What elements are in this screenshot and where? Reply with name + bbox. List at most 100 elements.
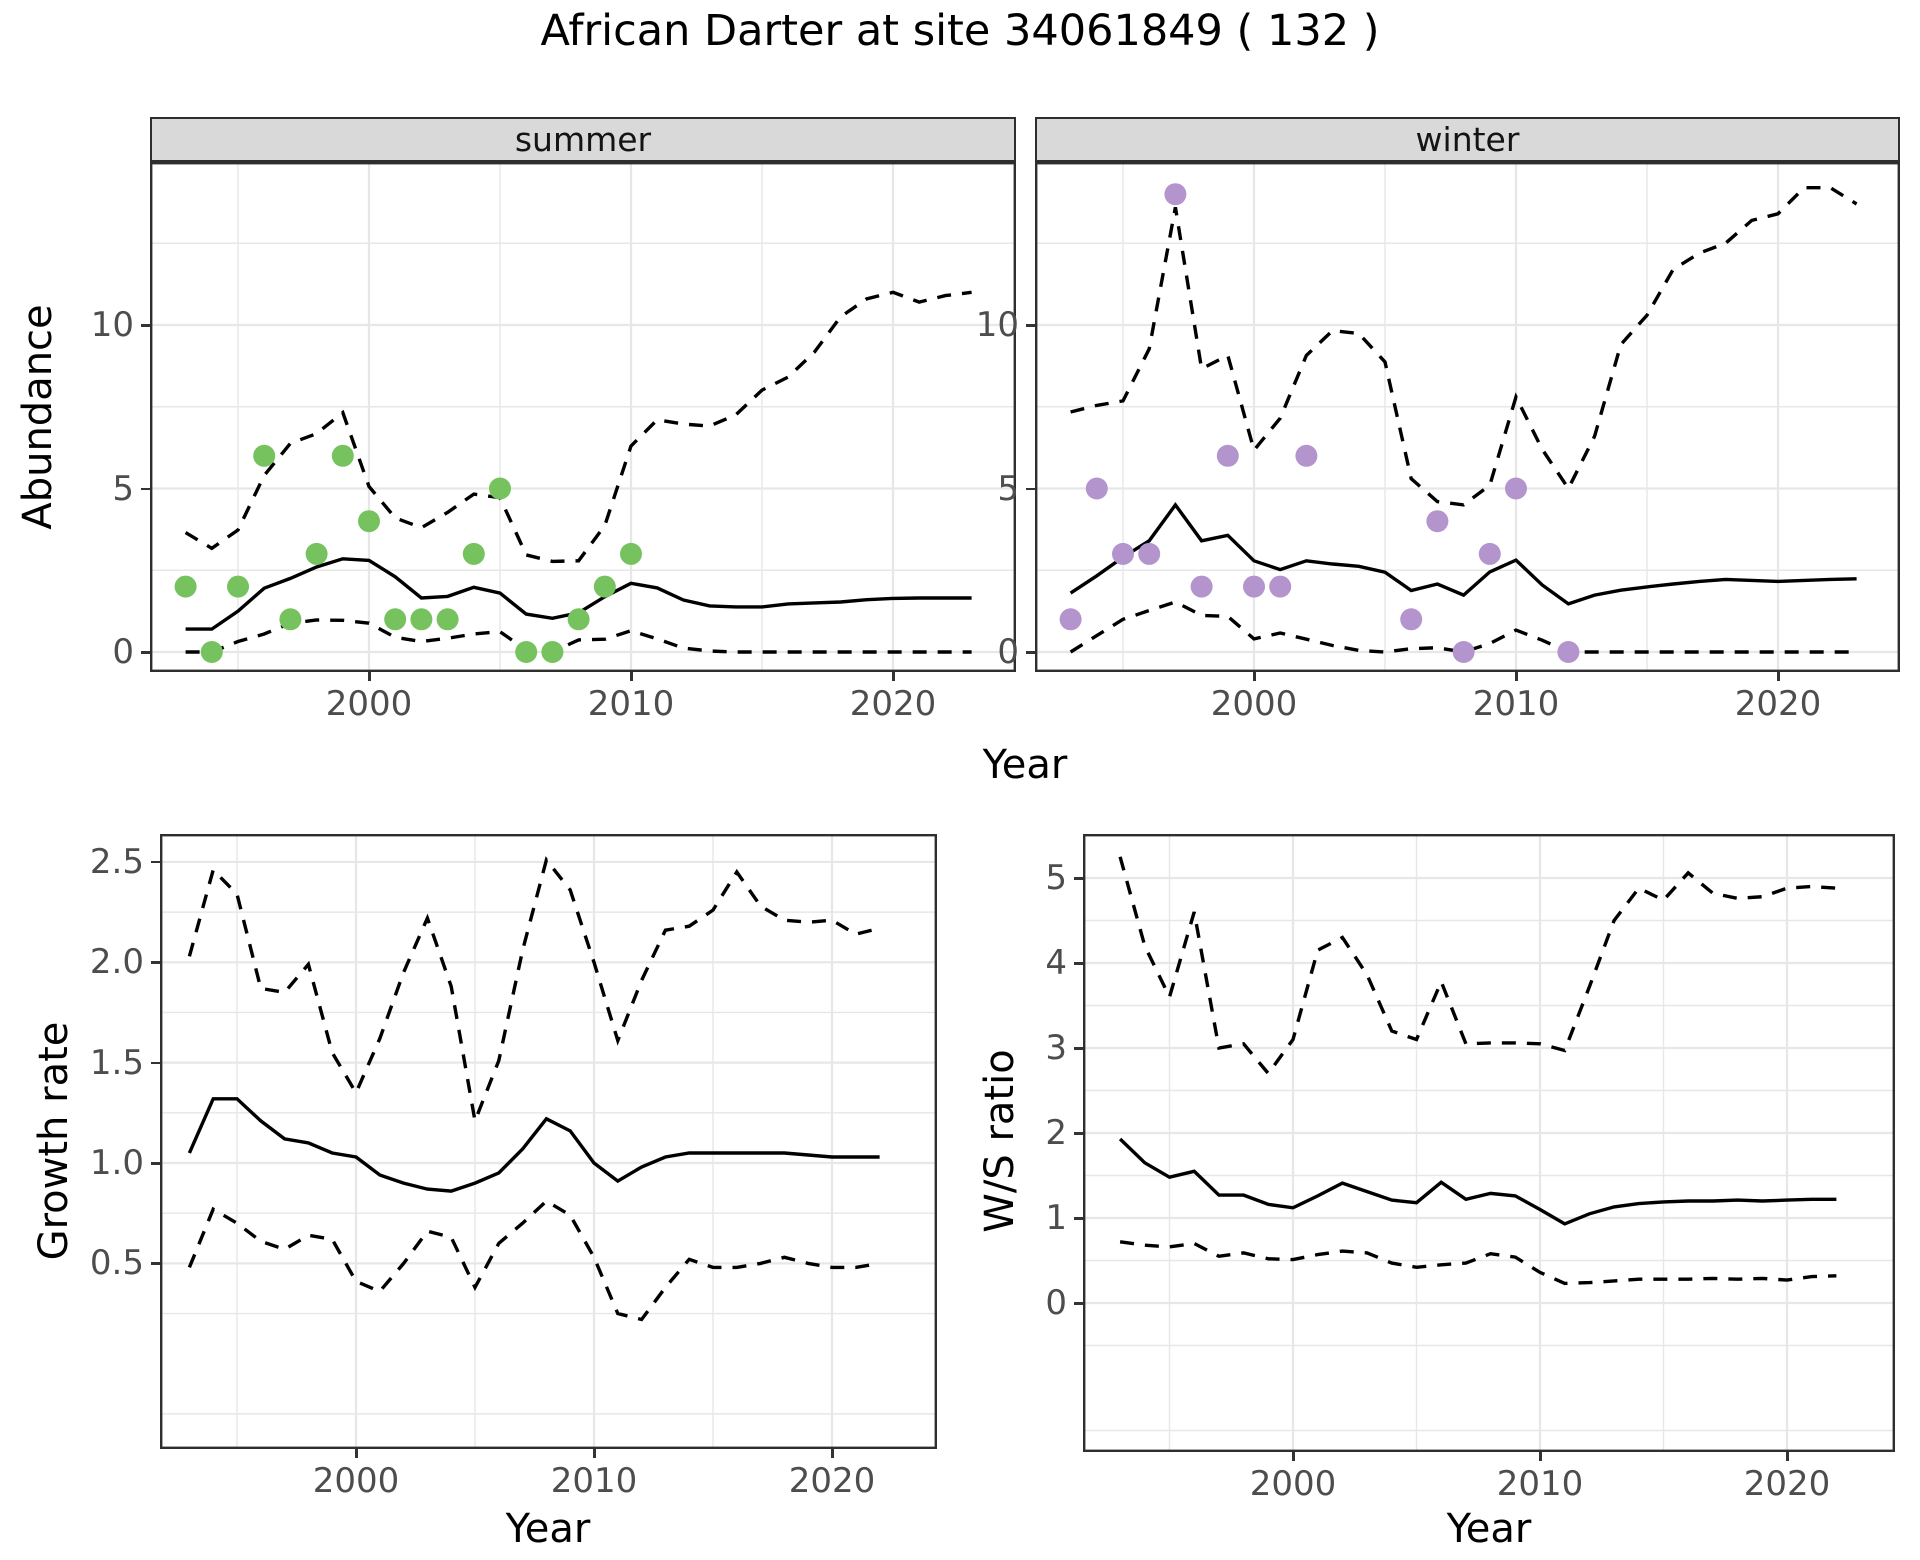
growth_rate-y-tick-label: 2.5 [89, 841, 144, 882]
winter-x-tick [1777, 672, 1780, 681]
growth_rate-x-tick [593, 1449, 596, 1458]
summer-observation-point [253, 444, 276, 467]
winter-observation-point [1557, 641, 1580, 663]
facet-strip-winter: winter [1035, 117, 1900, 162]
top-year-axis-title: Year [982, 742, 1068, 788]
summer-observation-point [305, 542, 328, 565]
winter-observation-point [1295, 444, 1318, 467]
ws_ratio-plot-area [1083, 834, 1895, 1452]
winter-y-tick [1026, 651, 1035, 654]
summer-observation-point [331, 444, 354, 467]
ws_ratio-y-tick-label: 0 [1045, 1283, 1067, 1323]
growth_rate-x-tick [355, 1449, 358, 1458]
growth_rate-x-tick-label: 2010 [550, 1461, 638, 1501]
summer-border [150, 162, 1016, 672]
winter-y-tick-label: 10 [975, 305, 1019, 345]
facet-strip-summer: summer [150, 117, 1016, 162]
summer-gridlines [150, 162, 1016, 672]
winter-observation-point [1190, 575, 1213, 598]
winter-observation-point [1478, 542, 1501, 565]
ws_ratio-x-tick-label: 2020 [1743, 1464, 1831, 1504]
winter-observation-point [1059, 608, 1082, 631]
winter-median-line [1069, 502, 1857, 606]
ws_ratio-median-line [1118, 1137, 1837, 1226]
winter-observation-point [1452, 641, 1475, 663]
summer-observation-point [174, 575, 197, 598]
winter-observation-point [1269, 575, 1292, 598]
growth_rate-y-tick-label: 0.5 [89, 1243, 144, 1284]
winter-y-tick [1026, 487, 1035, 490]
ws_ratio-y-tick-label: 3 [1045, 1028, 1067, 1068]
growth-year-axis-title: Year [505, 1506, 591, 1552]
ws-year-axis-title: Year [1446, 1506, 1532, 1552]
summer-y-tick [141, 324, 150, 327]
ws_ratio-gridlines [1083, 834, 1895, 1452]
facet-strip-summer-label: summer [514, 120, 652, 159]
ws_ratio-border [1083, 834, 1895, 1452]
ws_ratio-y-tick [1074, 962, 1083, 965]
winter-observation-point [1400, 608, 1423, 631]
summer-y-tick [141, 651, 150, 654]
growth_rate-y-tick-label: 2.0 [89, 942, 144, 983]
ws_ratio-y-tick [1074, 1217, 1083, 1220]
ws_ratio-x-tick [1786, 1452, 1789, 1461]
abundance-axis-title: Abundance [15, 304, 61, 530]
growth_rate-x-tick [831, 1449, 834, 1458]
winter-x-tick-label: 2010 [1472, 684, 1560, 724]
winter-border [1035, 162, 1900, 672]
winter-observation-point [1216, 444, 1239, 467]
ws_ratio-y-tick [1074, 1302, 1083, 1305]
growth_rate-y-tick [151, 961, 160, 964]
winter-observation-point [1138, 542, 1161, 565]
growth_rate-y-tick [151, 1162, 160, 1165]
summer-lower_ci-line [185, 618, 972, 654]
winter-observation-point [1243, 575, 1265, 598]
summer-observation-points [174, 444, 642, 663]
ws_ratio-y-tick-label: 4 [1045, 943, 1067, 983]
winter-y-tick [1026, 324, 1035, 327]
ws_ratio-y-tick [1074, 1047, 1083, 1050]
ws_ratio-y-tick [1074, 1132, 1083, 1135]
winter-observation-point [1505, 477, 1527, 500]
winter-observation-point [1112, 542, 1134, 565]
summer-observation-point [358, 510, 380, 533]
growth_rate-lower_ci-line [187, 1198, 880, 1322]
winter-gridlines [1035, 162, 1900, 672]
summer-upper_ci-line [184, 290, 972, 564]
page-title: African Darter at site 34061849 ( 132 ) [540, 6, 1380, 56]
ws_ratio-y-tick-label: 2 [1045, 1113, 1067, 1153]
winter-observation-points [1059, 183, 1580, 663]
winter-x-tick [1253, 672, 1256, 681]
growth_rate-y-tick [151, 860, 160, 864]
growth_rate-x-tick-label: 2000 [312, 1461, 400, 1501]
growth_rate-median-line [187, 1097, 880, 1193]
summer-observation-point [410, 608, 433, 631]
ws_ratio-y-tick [1074, 877, 1083, 880]
summer-observation-point [593, 575, 616, 598]
summer-x-tick-label: 2010 [587, 684, 675, 724]
growth_rate-gridlines [160, 834, 937, 1449]
growth_rate-x-tick-label: 2020 [788, 1461, 876, 1501]
summer-observation-point [462, 542, 485, 565]
summer-x-tick [892, 672, 895, 681]
facet-strip-winter-label: winter [1415, 120, 1520, 159]
winter-x-tick-label: 2020 [1734, 684, 1822, 724]
summer-observation-point [541, 641, 564, 663]
ws_ratio-x-tick [1539, 1452, 1542, 1461]
summer-plot-area [150, 162, 1016, 672]
winter-y-tick-label: 5 [997, 468, 1019, 509]
ws_ratio-y-tick-label: 5 [1045, 858, 1067, 898]
ws_ratio-x-tick-label: 2000 [1249, 1464, 1337, 1504]
growth_rate-border [160, 834, 937, 1449]
winter-observation-point [1426, 510, 1449, 533]
ws_ratio-y-tick-label: 1 [1045, 1198, 1067, 1238]
winter-plot-area [1035, 162, 1900, 672]
winter-observation-point [1164, 183, 1187, 206]
winter-x-tick-label: 2000 [1210, 684, 1298, 724]
growth_rate-y-tick-label: 1.0 [89, 1143, 144, 1183]
ws_ratio-x-tick [1292, 1452, 1295, 1461]
summer-x-tick [368, 672, 371, 681]
winter-upper_ci-line [1070, 186, 1858, 507]
growth_rate-upper_ci-line [187, 856, 881, 1128]
ws_ratio-x-tick-label: 2010 [1496, 1464, 1584, 1504]
